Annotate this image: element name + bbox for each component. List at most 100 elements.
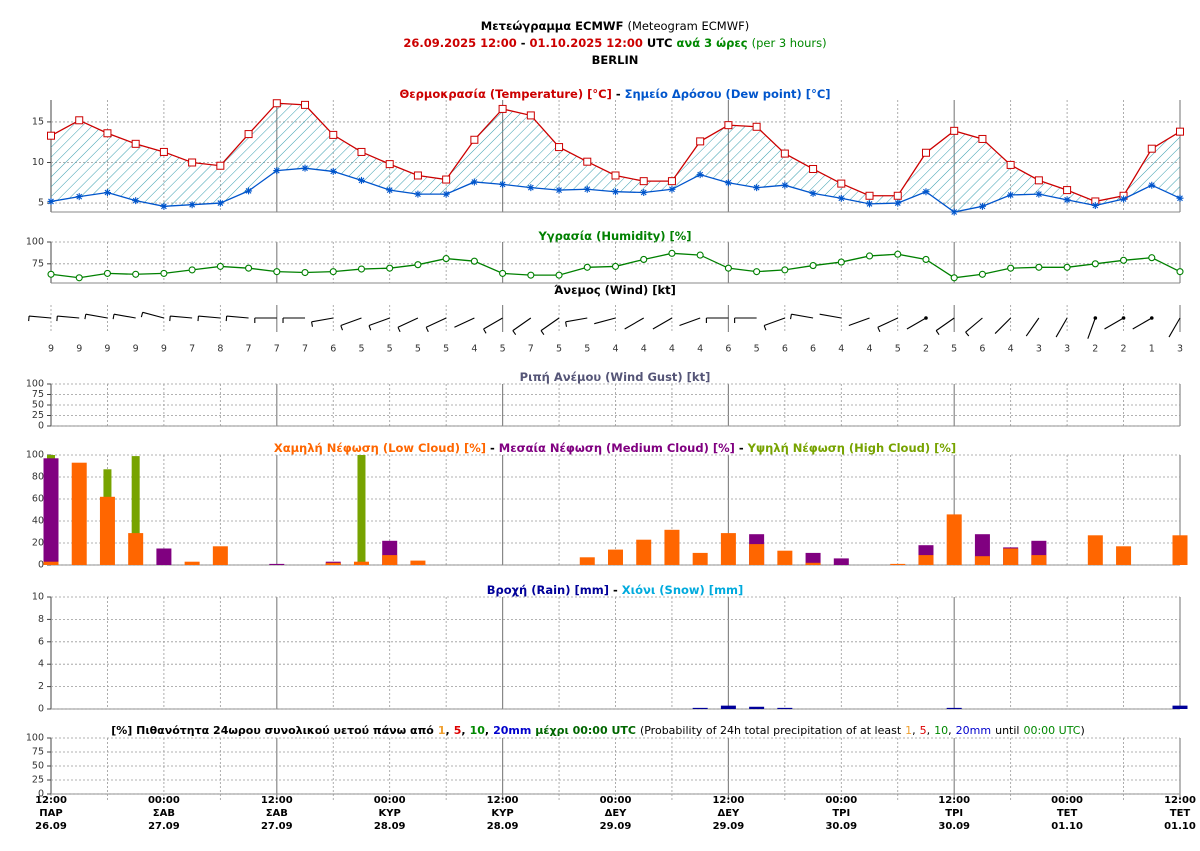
wind-barb <box>679 317 701 327</box>
wind-speed-label: 6 <box>782 344 788 355</box>
y-tick-label: 0 <box>38 789 44 800</box>
wind-barb <box>169 315 193 322</box>
y-tick-label: 75 <box>32 258 44 269</box>
wind-barb <box>877 317 898 333</box>
title-line: Ριπή Ανέμου (Wind Gust) [kt] <box>520 370 711 384</box>
marker <box>696 171 704 179</box>
marker <box>103 189 111 197</box>
y-tick-label: 100 <box>26 733 44 744</box>
marker <box>893 191 902 200</box>
marker <box>245 187 253 195</box>
x-tick-label: 12:00 <box>938 795 970 806</box>
y-tick-label: 50 <box>32 761 44 772</box>
marker <box>47 197 55 205</box>
title-part: , <box>485 724 489 737</box>
title-line: Άνεμος (Wind) [kt] <box>554 283 676 297</box>
marker <box>809 189 817 197</box>
marker <box>922 188 930 196</box>
title-line: Βροχή (Rain) [mm] - Χιόνι (Snow) [mm] <box>487 583 744 597</box>
x-tick-date: 28.09 <box>487 821 519 832</box>
y-tick-label: 40 <box>32 516 44 527</box>
wind-speed-label: 1 <box>1149 344 1155 355</box>
bar <box>43 458 59 565</box>
marker <box>75 116 84 125</box>
marker <box>978 202 986 210</box>
wind-barb <box>1132 317 1153 330</box>
wind-barb <box>454 317 475 328</box>
bar <box>1172 535 1188 565</box>
x-tick-date: 29.09 <box>713 821 745 832</box>
marker <box>555 143 564 152</box>
wind-dot <box>924 316 928 320</box>
marker <box>470 257 478 265</box>
marker <box>583 263 591 271</box>
x-tick-date: 28.09 <box>374 821 406 832</box>
title-part: , <box>461 724 465 737</box>
title-part: ) <box>1080 724 1084 737</box>
bar <box>805 552 821 565</box>
title-part: Θερμοκρασία (Temperature) [°C] <box>399 87 611 101</box>
title-line: [%] Πιθανότητα 24ωρου συνολικού υετού πά… <box>111 724 1085 737</box>
bar <box>71 462 87 565</box>
marker <box>752 122 761 131</box>
wind-speed-label: 2 <box>923 344 929 355</box>
wind-speed-label: 4 <box>697 344 703 355</box>
bar <box>833 558 849 565</box>
marker <box>1091 260 1099 268</box>
title-part: , <box>948 724 952 737</box>
marker <box>837 179 846 188</box>
marker <box>1007 191 1015 199</box>
marker <box>1176 268 1184 276</box>
marker <box>188 266 196 274</box>
marker <box>357 265 366 273</box>
wind-speed-label: 4 <box>669 344 675 355</box>
bar <box>131 456 140 565</box>
marker <box>301 164 309 172</box>
marker <box>414 261 422 269</box>
marker <box>414 190 422 198</box>
x-tick-label: 00:00 <box>1051 795 1083 806</box>
wind-barb <box>311 317 334 327</box>
y-tick-label: 75 <box>32 389 44 400</box>
title-part: Ριπή Ανέμου (Wind Gust) [kt] <box>520 370 711 384</box>
title-part: , <box>446 724 450 737</box>
marker <box>837 194 845 202</box>
marker <box>273 167 281 175</box>
marker <box>781 181 789 189</box>
wind-barb <box>594 317 616 325</box>
x-tick-day: ΠΑΡ <box>39 808 62 819</box>
marker <box>809 262 817 270</box>
marker <box>329 167 337 175</box>
marker <box>386 264 394 272</box>
wind-speed-label: 5 <box>951 344 957 355</box>
marker <box>640 255 648 263</box>
x-tick-date: 01.10 <box>1051 821 1083 832</box>
wind-speed-label: 7 <box>246 344 252 355</box>
marker <box>216 161 225 170</box>
marker <box>357 176 365 184</box>
x-tick-date: 27.09 <box>148 821 180 832</box>
bar <box>777 707 793 709</box>
marker <box>470 135 479 144</box>
wind-speed-label: 3 <box>1177 344 1183 355</box>
title-line: BERLIN <box>592 53 639 67</box>
marker <box>499 180 507 188</box>
wind-speed-label: 4 <box>867 344 873 355</box>
wind-speed-label: 5 <box>500 344 506 355</box>
x-tick-day: ΔΕΥ <box>717 808 740 819</box>
wind-speed-label: 9 <box>48 344 54 355</box>
y-tick-label: 80 <box>32 472 44 483</box>
marker <box>921 148 930 157</box>
wind-speed-label: 9 <box>76 344 82 355</box>
title-part: μέχρι 00:00 UTC <box>535 724 636 737</box>
wind-barb <box>734 317 757 323</box>
x-tick-day: ΚΥΡ <box>379 808 401 819</box>
title-part: - <box>616 87 621 101</box>
wind-barb <box>705 317 729 323</box>
marker <box>1035 263 1043 271</box>
bar <box>692 707 708 709</box>
title-part: (per 3 hours) <box>752 36 827 50</box>
marker <box>1148 181 1156 189</box>
wind-speed-label: 5 <box>754 344 760 355</box>
